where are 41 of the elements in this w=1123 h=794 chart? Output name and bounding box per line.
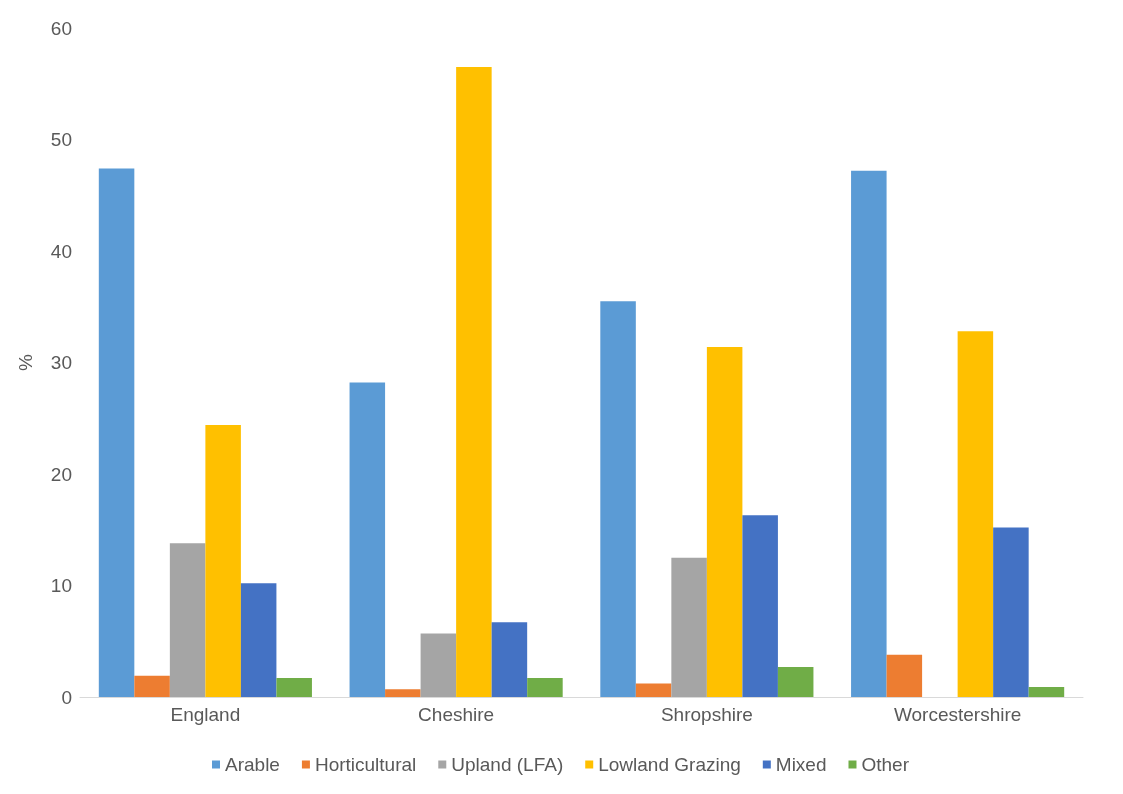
legend-label: Horticultural <box>314 754 417 775</box>
x-tick-label: Shropshire <box>660 704 753 725</box>
y-tick-label: 20 <box>50 463 72 485</box>
bar <box>957 331 994 697</box>
x-tick-label: Worcestershire <box>893 704 1022 725</box>
bar <box>671 557 707 697</box>
bar <box>600 301 636 697</box>
bar <box>491 622 528 697</box>
y-axis-title: % <box>15 353 36 371</box>
y-tick-label: 50 <box>50 129 72 150</box>
y-tick-label: 60 <box>50 17 72 39</box>
bar <box>456 67 492 697</box>
bar <box>240 583 277 697</box>
bar <box>134 675 170 697</box>
legend-label: Upland (LFA) <box>451 754 564 775</box>
legend-label: Mixed <box>775 754 827 775</box>
y-tick-label: 40 <box>50 240 72 262</box>
y-tick-label: 10 <box>50 575 72 596</box>
legend-label: Other <box>861 754 910 775</box>
bar <box>205 424 241 697</box>
x-tick-label: Cheshire <box>418 704 495 725</box>
bar <box>1028 686 1065 697</box>
bar <box>635 683 672 697</box>
bar <box>349 382 386 697</box>
bar <box>851 170 887 697</box>
bar <box>527 678 563 697</box>
bar <box>385 689 421 697</box>
bar <box>420 633 457 697</box>
bar <box>886 654 923 697</box>
legend-label: Arable <box>224 754 280 775</box>
bar <box>777 666 814 697</box>
bar <box>742 515 778 697</box>
bar <box>169 543 206 697</box>
bar <box>276 678 312 697</box>
bar <box>993 527 1029 697</box>
bar <box>706 346 743 697</box>
legend-label: Lowland Grazing <box>598 754 741 775</box>
x-tick-label: England <box>170 704 241 725</box>
bar <box>98 168 135 697</box>
y-tick-label: 30 <box>50 352 72 373</box>
y-tick-label: 0 <box>61 686 72 708</box>
